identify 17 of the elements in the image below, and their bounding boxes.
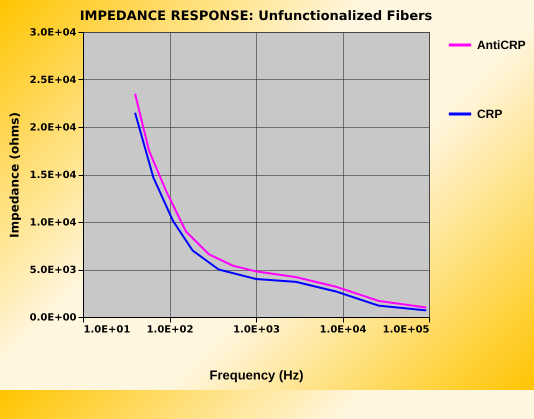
y-tick-label: 1.5E+04: [30, 170, 77, 181]
y-tick-label: 2.0E+04: [30, 122, 77, 134]
chart-title: IMPEDANCE RESPONSE: Unfunctionalized Fibers: [80, 9, 433, 24]
x-tick-label: 1.0E+04: [320, 324, 366, 336]
x-tick-label: 1.0E+05: [382, 324, 430, 336]
x-tick-label: 1.0E+01: [84, 324, 130, 336]
y-tick-label: 3.0E+04: [30, 28, 77, 38]
legend-label: AntiCRP: [477, 38, 526, 52]
y-tick-label: 0.0E+00: [30, 312, 77, 324]
x-tick-label: 1.0E+03: [233, 324, 280, 336]
y-tick-label: 5.0E+03: [30, 265, 77, 276]
x-tick-label: 1.0E+02: [146, 324, 194, 336]
x-axis-title: Frequency (Hz): [210, 368, 304, 382]
y-axis-title: Impedance (ohms): [8, 112, 22, 238]
y-tick-label: 2.5E+04: [30, 75, 77, 86]
y-tick-label: 1.0E+04: [30, 218, 77, 228]
legend-label: CRP: [477, 107, 502, 121]
